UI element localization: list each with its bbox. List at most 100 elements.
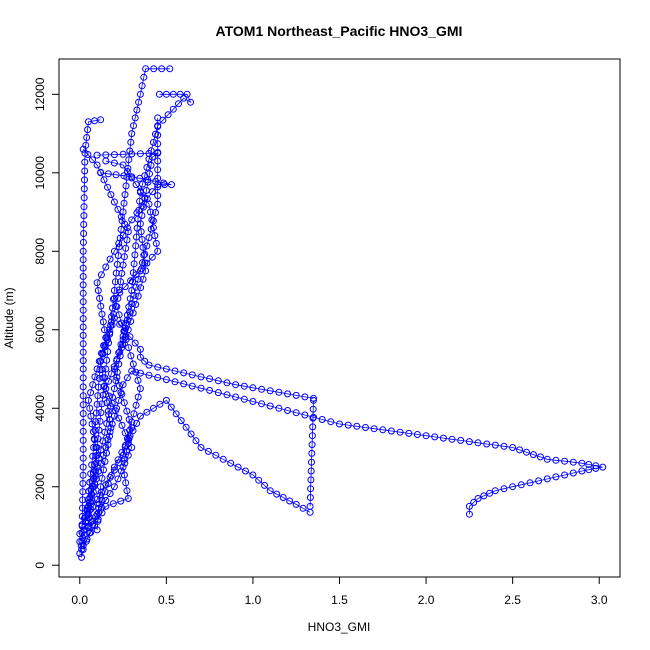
data-point <box>99 318 107 326</box>
data-point <box>121 283 129 291</box>
data-point <box>104 407 112 415</box>
data-point <box>97 116 105 124</box>
data-point <box>79 247 87 255</box>
data-point <box>175 100 182 108</box>
data-point <box>79 273 87 280</box>
data-point <box>138 82 146 90</box>
data-point <box>95 374 103 382</box>
data-point <box>135 98 143 106</box>
data-point <box>88 491 96 499</box>
data-point <box>124 495 132 502</box>
data-point <box>242 467 249 475</box>
data-point <box>465 502 473 510</box>
data-point <box>318 416 326 423</box>
data-point <box>96 417 104 425</box>
data-point <box>123 374 131 382</box>
data-point <box>116 348 124 356</box>
data-point <box>132 283 140 291</box>
data-point <box>99 350 107 358</box>
data-point <box>182 423 190 431</box>
data-point <box>327 418 335 426</box>
data-point <box>162 365 170 373</box>
data-point <box>79 238 87 246</box>
data-point <box>117 389 125 397</box>
data-point <box>152 177 160 185</box>
data-point <box>396 428 404 436</box>
data-point <box>169 90 177 98</box>
data-point <box>219 455 227 463</box>
data-point <box>98 496 106 504</box>
data-point <box>97 357 105 365</box>
data-point <box>132 301 140 308</box>
data-point <box>101 343 109 351</box>
data-point <box>110 247 118 255</box>
data-point <box>97 271 105 279</box>
data-point <box>136 150 144 158</box>
data-point <box>110 198 118 206</box>
data-point <box>79 454 87 462</box>
data-point <box>84 396 92 404</box>
series-line <box>82 399 311 550</box>
data-point <box>101 488 109 496</box>
data-point <box>149 217 157 225</box>
data-point <box>118 319 125 327</box>
data-point <box>167 403 175 411</box>
data-point <box>561 471 569 479</box>
data-point <box>134 292 142 300</box>
data-point <box>126 308 134 316</box>
data-point <box>149 188 156 196</box>
data-point <box>448 435 456 443</box>
data-point <box>309 414 317 422</box>
data-point <box>536 453 544 461</box>
data-point <box>79 306 87 314</box>
data-point <box>79 383 87 391</box>
data-point <box>134 275 142 283</box>
data-point <box>154 157 162 165</box>
data-point <box>136 187 144 195</box>
data-point <box>309 423 317 431</box>
data-point <box>592 462 600 470</box>
data-point <box>79 427 87 435</box>
data-point <box>86 529 93 537</box>
data-point <box>151 232 159 240</box>
data-point <box>127 317 135 325</box>
data-series <box>306 396 317 510</box>
data-point <box>422 432 430 440</box>
data-point <box>140 251 148 259</box>
data-point <box>529 451 537 459</box>
data-point <box>108 321 116 329</box>
data-point <box>180 380 188 388</box>
data-point <box>114 475 122 483</box>
data-point <box>81 158 89 166</box>
data-point <box>486 489 494 497</box>
data-point <box>509 483 517 491</box>
data-point <box>249 398 257 405</box>
data-point <box>162 376 170 384</box>
data-point <box>117 467 125 475</box>
data-point <box>128 367 136 375</box>
data-point <box>177 417 185 425</box>
data-point <box>223 391 231 399</box>
data-point <box>104 170 112 178</box>
data-point <box>113 303 121 311</box>
data-point <box>578 467 586 475</box>
data-point <box>89 428 97 436</box>
data-point <box>130 291 138 299</box>
data-point <box>136 369 144 377</box>
data-point <box>169 105 177 113</box>
data-point <box>127 352 135 360</box>
data-point <box>107 191 115 199</box>
data-point <box>97 302 105 310</box>
data-point <box>154 140 162 148</box>
data-point <box>79 289 87 297</box>
data-point <box>76 538 84 546</box>
series-line <box>309 400 314 507</box>
data-point <box>97 168 105 176</box>
data-point <box>154 149 162 157</box>
data-point <box>107 370 115 378</box>
data-point <box>95 467 103 475</box>
data-point <box>180 94 188 102</box>
data-point <box>92 409 100 417</box>
data-point <box>500 442 508 450</box>
data-point <box>79 480 87 487</box>
